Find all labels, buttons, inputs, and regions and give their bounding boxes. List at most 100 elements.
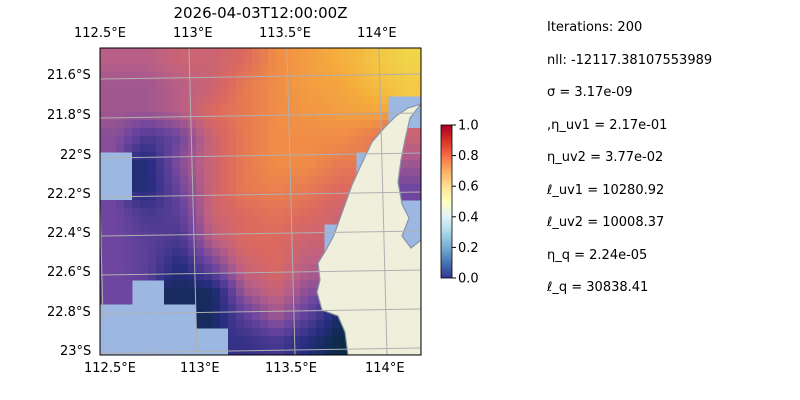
colorbar-tick-label: 0.8 <box>458 149 479 164</box>
heatmap-cell <box>164 288 173 297</box>
heatmap-cell <box>300 208 309 217</box>
heatmap-cell <box>188 264 197 273</box>
heatmap-cell <box>172 96 181 105</box>
heatmap-cell <box>276 64 285 73</box>
heatmap-cell <box>212 120 221 129</box>
heatmap-cell <box>180 160 189 169</box>
heatmap-cell <box>276 216 285 225</box>
heatmap-cell <box>300 120 309 129</box>
heatmap-cell <box>340 96 349 105</box>
x-tick-bottom: 113°E <box>180 361 220 376</box>
heatmap-cell <box>348 96 357 105</box>
heatmap-cell <box>284 248 293 257</box>
heatmap-cell <box>364 128 373 137</box>
heatmap-cell <box>348 176 357 185</box>
heatmap-cell <box>204 64 213 73</box>
heatmap-cell <box>108 240 117 249</box>
heatmap-cell <box>300 256 309 265</box>
heatmap-cell <box>252 304 261 313</box>
heatmap-cell <box>284 184 293 193</box>
heatmap-cell <box>268 192 277 201</box>
heatmap-cell <box>220 128 229 137</box>
heatmap-cell <box>292 128 301 137</box>
heatmap-cell <box>364 88 373 97</box>
heatmap-cell <box>164 184 173 193</box>
heatmap-cell <box>268 144 277 153</box>
heatmap-cell <box>124 296 133 305</box>
heatmap-cell <box>220 312 229 321</box>
heatmap-cell <box>284 224 293 233</box>
heatmap-cell <box>100 296 109 305</box>
heatmap-cell <box>308 280 317 289</box>
heatmap-cell <box>252 136 261 145</box>
heatmap-cell <box>380 64 389 73</box>
heatmap-cell <box>212 280 221 289</box>
heatmap-cell <box>124 224 133 233</box>
heatmap-cell <box>316 128 325 137</box>
heatmap-cell <box>244 168 253 177</box>
heatmap-cell <box>172 112 181 121</box>
heatmap-cell <box>180 224 189 233</box>
heatmap-cell <box>180 288 189 297</box>
heatmap-cell <box>244 216 253 225</box>
heatmap-cell <box>212 176 221 185</box>
heatmap-cell <box>236 88 245 97</box>
heatmap-cell <box>308 120 317 129</box>
heatmap-cell <box>116 264 125 273</box>
heatmap-cell <box>388 48 397 57</box>
heatmap-cell <box>124 104 133 113</box>
heatmap-cell <box>252 248 261 257</box>
heatmap-cell <box>140 152 149 161</box>
heatmap-cell <box>300 80 309 89</box>
heatmap-cell <box>388 64 397 73</box>
heatmap-cell <box>236 160 245 169</box>
heatmap-cell <box>156 168 165 177</box>
heatmap-cell <box>308 128 317 137</box>
heatmap-cell <box>188 104 197 113</box>
heatmap-cell <box>316 160 325 169</box>
heatmap-cell <box>284 144 293 153</box>
heatmap-cell <box>252 80 261 89</box>
heatmap-cell <box>172 160 181 169</box>
heatmap-cell <box>148 208 157 217</box>
heatmap-cell <box>252 328 261 337</box>
heatmap-cell <box>172 72 181 81</box>
parallel-line <box>100 73 421 80</box>
heatmap-cell <box>340 112 349 121</box>
heatmap-cell <box>180 208 189 217</box>
heatmap-cell <box>284 272 293 281</box>
heatmap-cell <box>284 64 293 73</box>
heatmap-cell <box>204 72 213 81</box>
heatmap-cell <box>108 248 117 257</box>
heatmap-cell <box>300 232 309 241</box>
heatmap-cell <box>276 88 285 97</box>
heatmap-cell <box>348 112 357 121</box>
heatmap-cell <box>228 256 237 265</box>
heatmap-cell <box>308 224 317 233</box>
heatmap-cell <box>116 88 125 97</box>
heatmap-cell <box>276 352 285 355</box>
heatmap-cell <box>228 48 237 57</box>
heatmap-cell <box>316 48 325 57</box>
heatmap-cell <box>132 216 141 225</box>
heatmap-cell <box>300 176 309 185</box>
heatmap-cell <box>316 184 325 193</box>
heatmap-cell <box>292 160 301 169</box>
heatmap-cell <box>196 304 205 313</box>
heatmap-cell <box>268 104 277 113</box>
heatmap-cell <box>204 280 213 289</box>
heatmap-cell <box>220 264 229 273</box>
parallel-line <box>100 269 421 276</box>
heatmap-cell <box>108 256 117 265</box>
heatmap-cell <box>340 128 349 137</box>
heatmap-cell <box>116 256 125 265</box>
heatmap-cell <box>268 152 277 161</box>
heatmap-cell <box>116 96 125 105</box>
heatmap-cell <box>212 320 221 329</box>
heatmap-cell <box>108 216 117 225</box>
heatmap-cell <box>116 56 125 65</box>
heatmap-cell <box>100 200 109 209</box>
heatmap-cell <box>124 144 133 153</box>
heatmap-cell <box>372 128 381 137</box>
heatmap-cell <box>308 168 317 177</box>
